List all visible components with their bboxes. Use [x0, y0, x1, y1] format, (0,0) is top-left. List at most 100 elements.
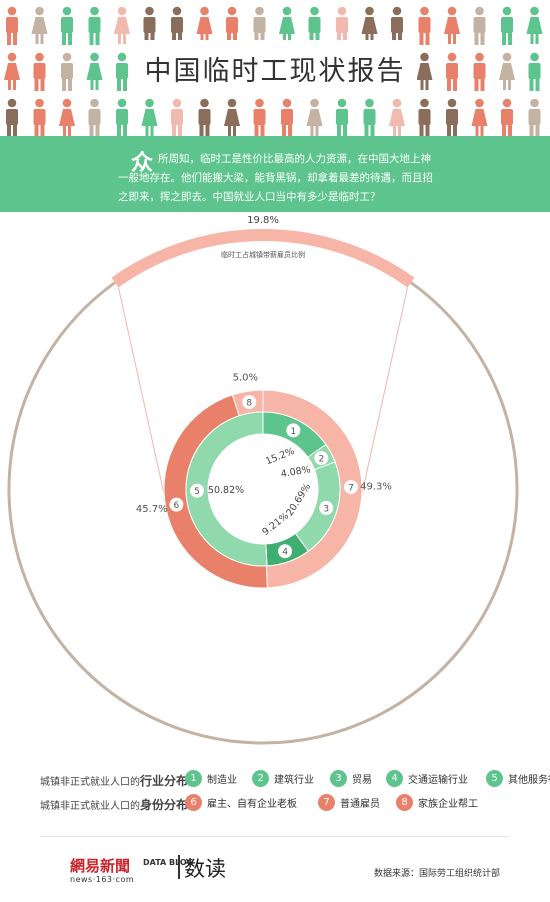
- netease-news-logo: 網易新聞: [70, 857, 131, 875]
- outer-pie-ring: [7, 229, 519, 745]
- industry-slice-5: [185, 411, 268, 567]
- callout-line-left: [118, 287, 167, 503]
- person-icon: [61, 52, 73, 91]
- industry-badge-3: [318, 499, 335, 516]
- identity-value-label-6: 45.7%: [136, 504, 168, 515]
- person-icon: [6, 98, 18, 137]
- identity-badge-6: [168, 496, 185, 513]
- brand-divider: [178, 855, 180, 879]
- legend-label-2: 建筑行业: [274, 774, 314, 786]
- person-icon: [471, 98, 488, 136]
- person-icon: [196, 6, 213, 44]
- industry-badge-text-1: 1: [290, 427, 296, 437]
- legend-industry-title: 城镇非正式就业人口的行业分布: [40, 774, 189, 788]
- industry-value-label-1: 15.2%: [264, 446, 296, 467]
- industry-badge-5: [189, 482, 206, 499]
- legend-industry: 城镇非正式就业人口的行业分布 1 制造业 2 建筑行业 3 贸易 4 交通运输行业 5 其他服务行…: [40, 768, 550, 792]
- legend-label-8: 家族企业帮工: [418, 798, 478, 810]
- datablog-logo: DATA BLOG: [143, 858, 194, 867]
- person-icon: [141, 98, 158, 136]
- callout-line-right: [359, 287, 408, 503]
- person-icon: [501, 6, 513, 45]
- person-icon: [363, 98, 376, 137]
- person-icon: [61, 6, 73, 45]
- legend-item-2: 2 建筑行业: [252, 768, 314, 788]
- legend-badge-6: 6: [185, 793, 202, 811]
- page-title: 中国临时工现状报告: [133, 40, 417, 96]
- netease-news-url: news·163·com: [70, 875, 135, 884]
- industry-badge-text-2: 2: [318, 455, 324, 465]
- intro-dropcap: 众: [131, 151, 154, 176]
- person-icon: [391, 6, 403, 45]
- legend-item-1: 1 制造业: [185, 768, 237, 788]
- legend-item-4: 4 交通运输行业: [386, 768, 468, 788]
- legend-badge-5: 5: [486, 769, 503, 787]
- person-icon: [31, 6, 48, 44]
- person-icon: [253, 6, 266, 45]
- intro-band: 众 所周知，临时工是性价比最高的人力资源，在中国大地上神一般地存在。他们能搬大梁…: [0, 136, 550, 212]
- identity-badge-8: [241, 394, 258, 411]
- person-icon: [418, 6, 431, 45]
- legend-badge-7: 7: [318, 793, 335, 811]
- legend-label-6: 雇主、自有企业老板: [207, 798, 297, 810]
- person-icon: [114, 6, 130, 44]
- person-icon: [171, 98, 183, 137]
- legend-badge-2: 2: [252, 769, 269, 787]
- identity-badge-text-7: 7: [348, 484, 354, 494]
- legend-label-1: 制造业: [207, 774, 237, 786]
- person-icon: [281, 98, 293, 137]
- industry-value-label-5: 50.82%: [208, 485, 244, 496]
- intro-text: 所周知，临时工是性价比最高的人力资源，在中国大地上神一般地存在。他们能搬大梁，能…: [118, 153, 433, 203]
- person-icon: [116, 98, 128, 137]
- person-icon: [446, 98, 458, 137]
- footer-divider: [40, 836, 510, 837]
- legend-identity: 城镇非正式就业人口的身份分布 6 雇主、自有企业老板 7 普通雇员 8 家族企业帮工: [40, 792, 540, 816]
- industry-badge-2: [313, 450, 330, 467]
- industry-badge-4: [277, 543, 294, 560]
- outer-ring-temp-worker-share: [111, 229, 415, 288]
- person-icon: [253, 98, 266, 137]
- person-icon: [336, 6, 348, 45]
- person-icon: [501, 98, 513, 137]
- legend-badge-8: 8: [396, 793, 413, 811]
- person-icon: [473, 52, 486, 91]
- legend-badge-1: 1: [185, 769, 202, 787]
- outer-share-label: 19.8%: [247, 215, 279, 226]
- legend-label-5: 其他服务行业: [508, 774, 550, 786]
- identity-badge-text-8: 8: [246, 399, 252, 409]
- person-icon: [308, 6, 321, 45]
- identity-value-label-7: 49.3%: [360, 482, 392, 493]
- person-icon: [526, 6, 543, 44]
- industry-badge-text-4: 4: [282, 548, 288, 558]
- legend-label-7: 普通雇员: [340, 798, 380, 810]
- person-icon: [446, 52, 458, 91]
- identity-value-label-8: 5.0%: [233, 372, 258, 383]
- person-icon: [4, 52, 20, 90]
- person-icon: [528, 52, 541, 91]
- person-icon: [418, 98, 431, 137]
- legend-item-7: 7 普通雇员: [318, 792, 380, 812]
- person-icon: [59, 98, 75, 136]
- person-icon: [473, 6, 486, 45]
- dudu-logo: 数读: [184, 857, 226, 881]
- legend-item-5: 5 其他服务行业: [486, 768, 550, 788]
- legend-badge-3: 3: [330, 769, 347, 787]
- identity-badge-7: [342, 479, 359, 496]
- outer-chart-title: 临时工占城镇带薪雇员比例: [221, 250, 305, 259]
- person-icon: [336, 98, 348, 137]
- person-icon: [86, 52, 103, 90]
- person-icon: [416, 52, 433, 90]
- person-icon: [528, 98, 541, 137]
- chart-labels: 19.8% 临时工占城镇带薪雇员比例 7 49.3% 6 45.7% 8 5.0% 1 15.2%…: [136, 215, 392, 560]
- person-icon: [171, 6, 183, 45]
- industry-value-label-3: 20.69%: [284, 482, 313, 518]
- legend-identity-title: 城镇非正式就业人口的身份分布: [40, 798, 189, 812]
- donut-chart: 19.8% 临时工占城镇带薪雇员比例 7 49.3% 6 45.7% 8 5.0% 1 15.2%…: [7, 215, 519, 745]
- person-icon: [226, 6, 238, 45]
- person-icon: [33, 52, 46, 91]
- legend-item-8: 8 家族企业帮工: [396, 792, 478, 812]
- legend-item-3: 3 贸易: [330, 768, 372, 788]
- person-icon: [361, 6, 378, 44]
- person-icon: [198, 98, 211, 137]
- person-icon: [116, 52, 128, 91]
